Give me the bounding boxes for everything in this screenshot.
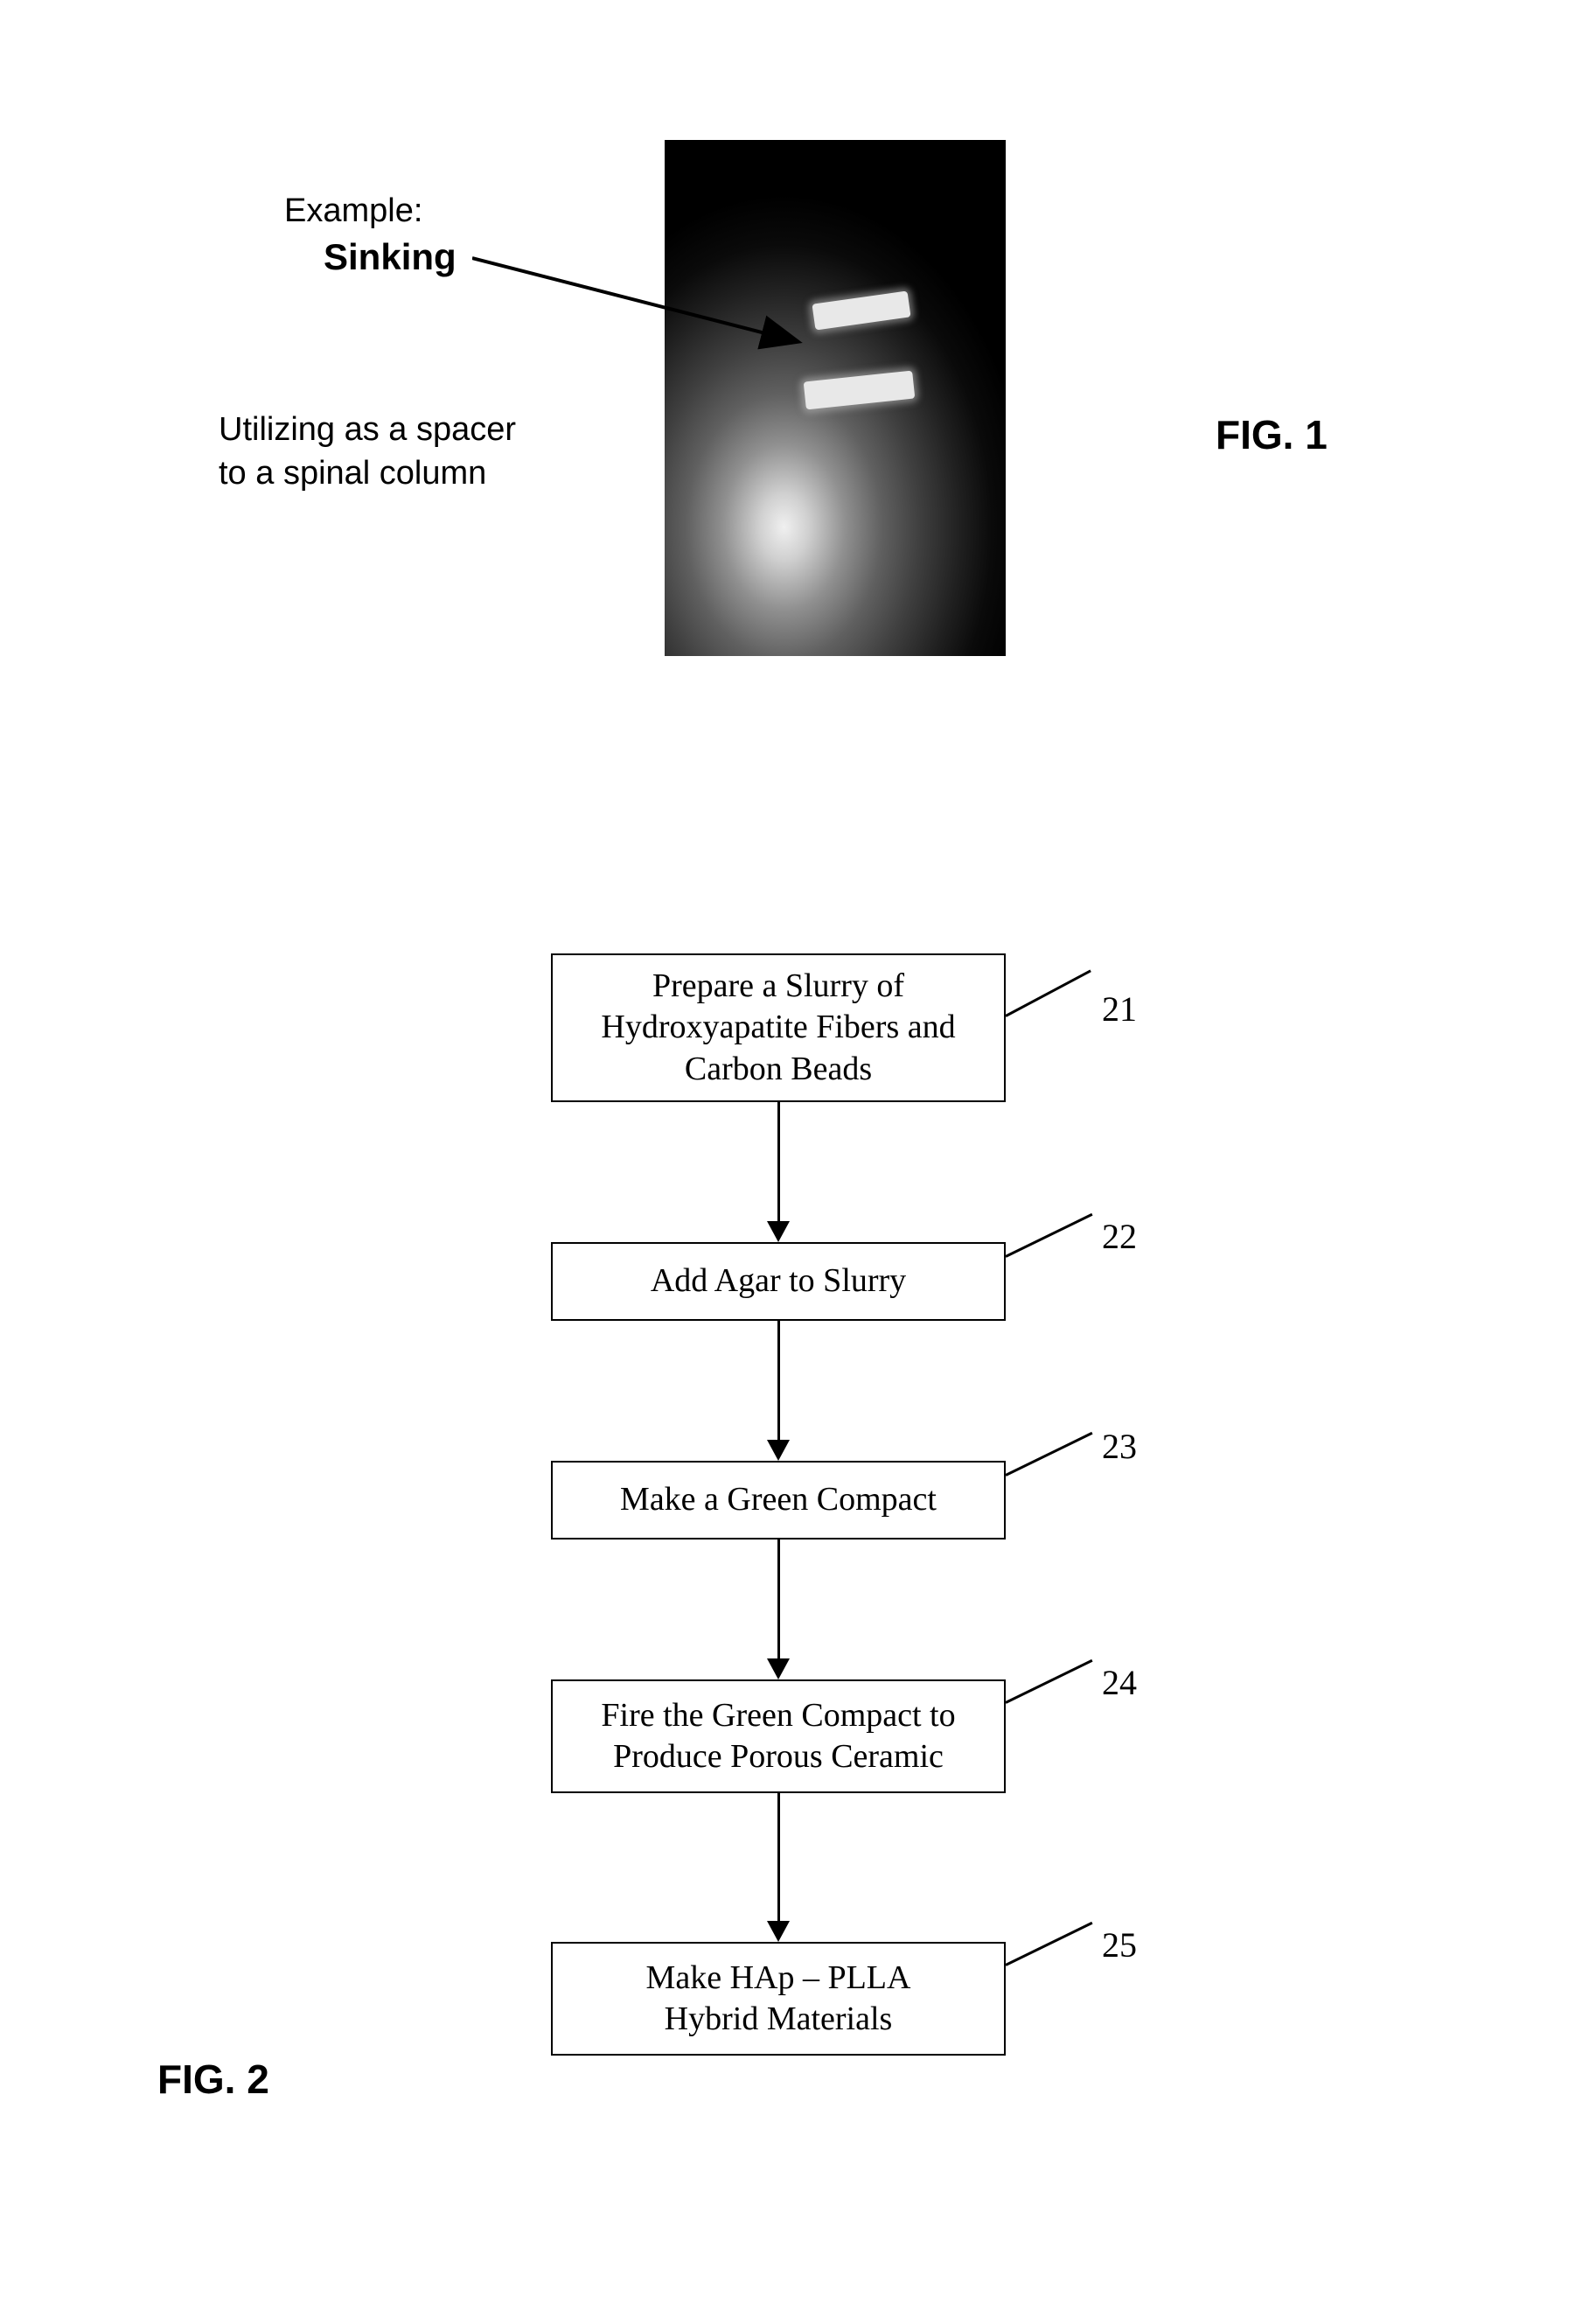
- step-number: 21: [1102, 988, 1137, 1030]
- flow-node: Add Agar to Slurry: [551, 1242, 1006, 1321]
- callout-leader: [1005, 1922, 1092, 1966]
- step-number: 24: [1102, 1662, 1137, 1703]
- callout-leader: [1005, 1659, 1092, 1704]
- step-number: 25: [1102, 1924, 1137, 1965]
- sinking-label: Sinking: [324, 236, 456, 278]
- flow-node: Prepare a Slurry ofHydroxyapatite Fibers…: [551, 953, 1006, 1102]
- callout-leader: [1005, 1213, 1092, 1258]
- utilizing-line-2: to a spinal column: [219, 455, 486, 492]
- callout-leader: [1005, 1432, 1092, 1477]
- flow-arrow: [767, 1793, 790, 1942]
- figure-1-title: FIG. 1: [1216, 411, 1328, 458]
- figure-1-region: Example: Sinking Utilizing as a spacer t…: [219, 140, 1399, 682]
- flow-node: Make a Green Compact: [551, 1461, 1006, 1540]
- callout-leader: [1005, 970, 1091, 1017]
- xray-image-placeholder: [665, 140, 1006, 656]
- step-number: 22: [1102, 1216, 1137, 1257]
- flow-node: Fire the Green Compact toProduce Porous …: [551, 1679, 1006, 1793]
- figure-2-region: Prepare a Slurry ofHydroxyapatite Fibers…: [157, 953, 1469, 2222]
- flow-arrow: [767, 1321, 790, 1461]
- flow-arrow: [767, 1102, 790, 1242]
- step-number: 23: [1102, 1426, 1137, 1467]
- flow-node: Make HAp – PLLAHybrid Materials: [551, 1942, 1006, 2056]
- figure-2-title: FIG. 2: [157, 2056, 269, 2103]
- utilizing-line-1: Utilizing as a spacer: [219, 411, 516, 449]
- example-label: Example:: [284, 192, 422, 230]
- sinking-arrow: [472, 254, 822, 376]
- flow-arrow: [767, 1540, 790, 1679]
